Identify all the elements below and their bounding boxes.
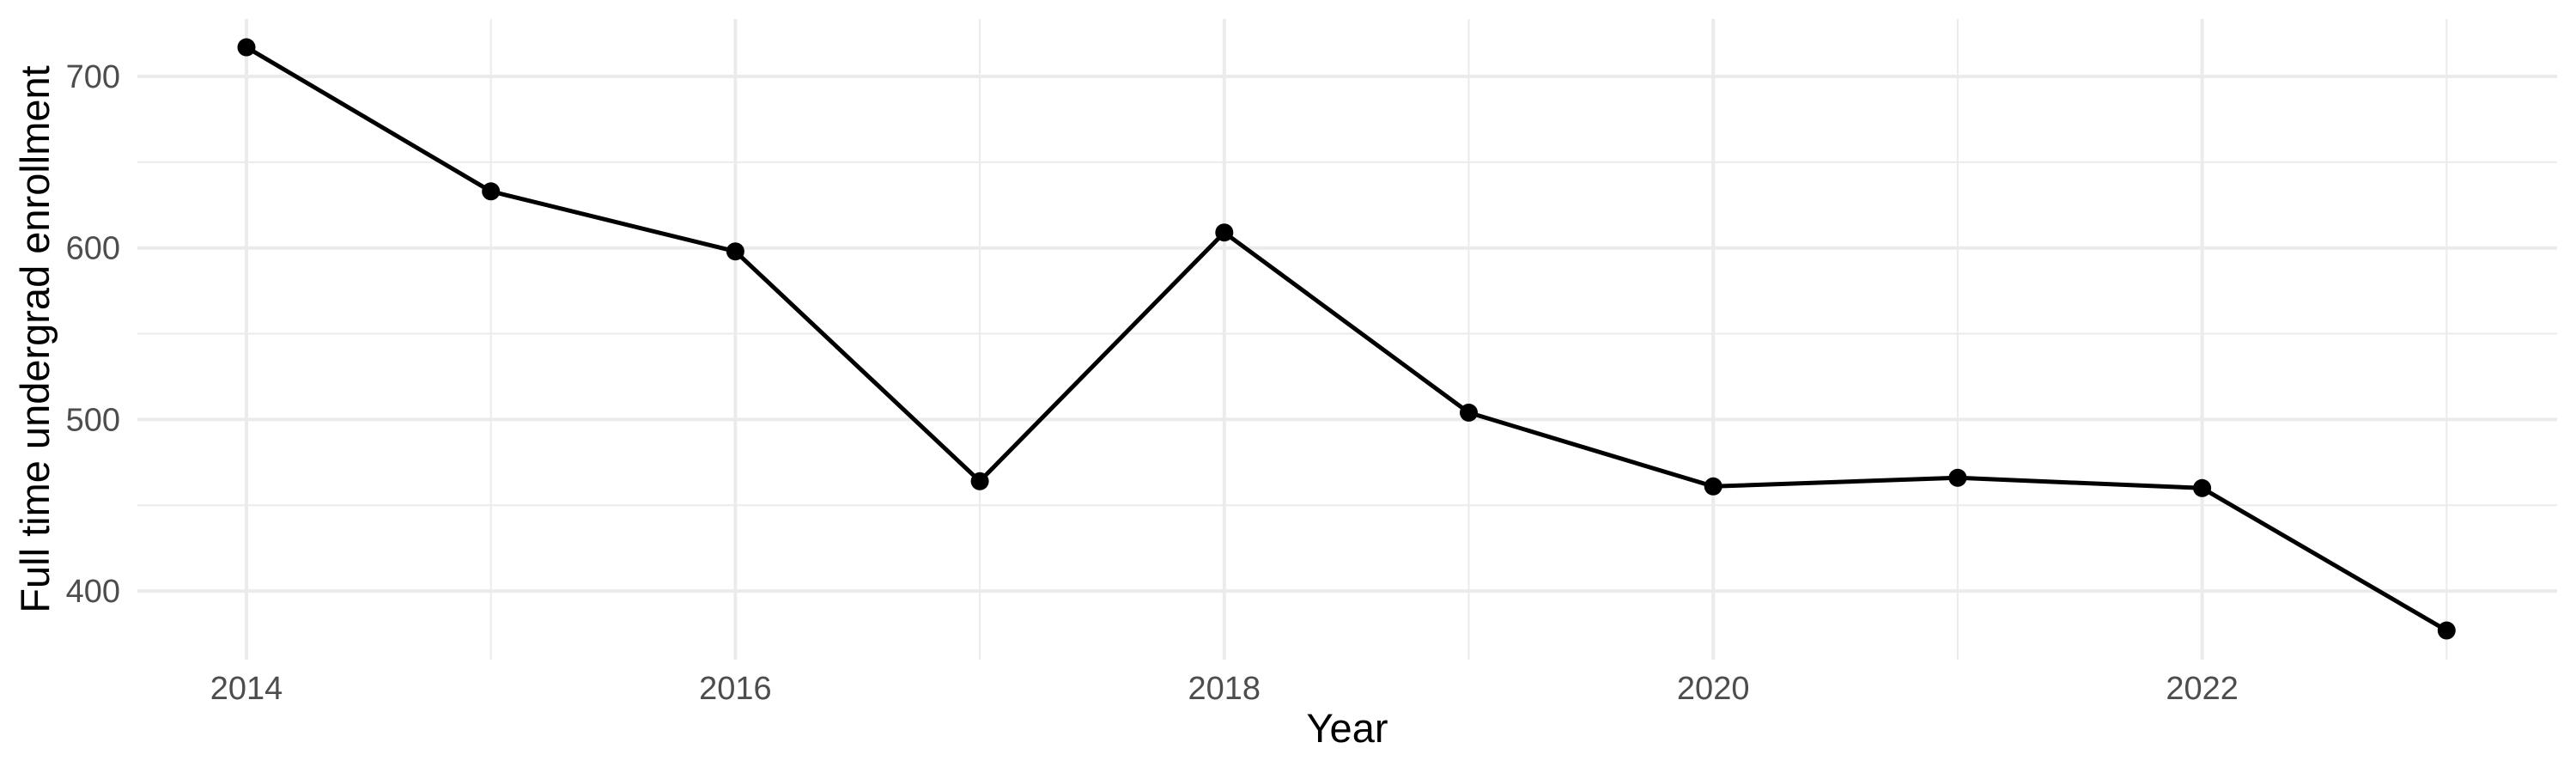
data-point bbox=[970, 472, 989, 490]
y-tick-label: 500 bbox=[66, 402, 120, 438]
gridlines-group bbox=[137, 19, 2557, 660]
x-tick-label: 2022 bbox=[2166, 671, 2239, 707]
data-point bbox=[1704, 477, 1722, 496]
y-tick-label: 600 bbox=[66, 231, 120, 267]
data-point bbox=[1215, 223, 1234, 242]
data-point bbox=[726, 242, 744, 261]
data-point bbox=[1460, 403, 1478, 422]
x-tick-label: 2020 bbox=[1677, 671, 1750, 707]
data-point bbox=[237, 38, 256, 57]
data-series-group bbox=[237, 38, 2456, 640]
enrollment-data-line bbox=[245, 45, 2448, 633]
y-tick-label: 400 bbox=[66, 574, 120, 610]
x-tick-label: 2014 bbox=[210, 671, 283, 707]
data-point bbox=[482, 182, 501, 201]
data-point bbox=[1948, 468, 1967, 487]
y-axis-title: Full time undergrad enrollment bbox=[12, 65, 58, 612]
x-axis-title: Year bbox=[1307, 705, 1388, 751]
y-tick-label: 700 bbox=[66, 59, 120, 95]
data-point bbox=[2437, 621, 2456, 640]
data-point bbox=[2193, 478, 2212, 497]
axis-labels-group: 400 500 600 700 2014 2016 2018 2020 2022 bbox=[66, 59, 2239, 707]
x-tick-label: 2018 bbox=[1188, 671, 1261, 707]
x-tick-label: 2016 bbox=[699, 671, 772, 707]
